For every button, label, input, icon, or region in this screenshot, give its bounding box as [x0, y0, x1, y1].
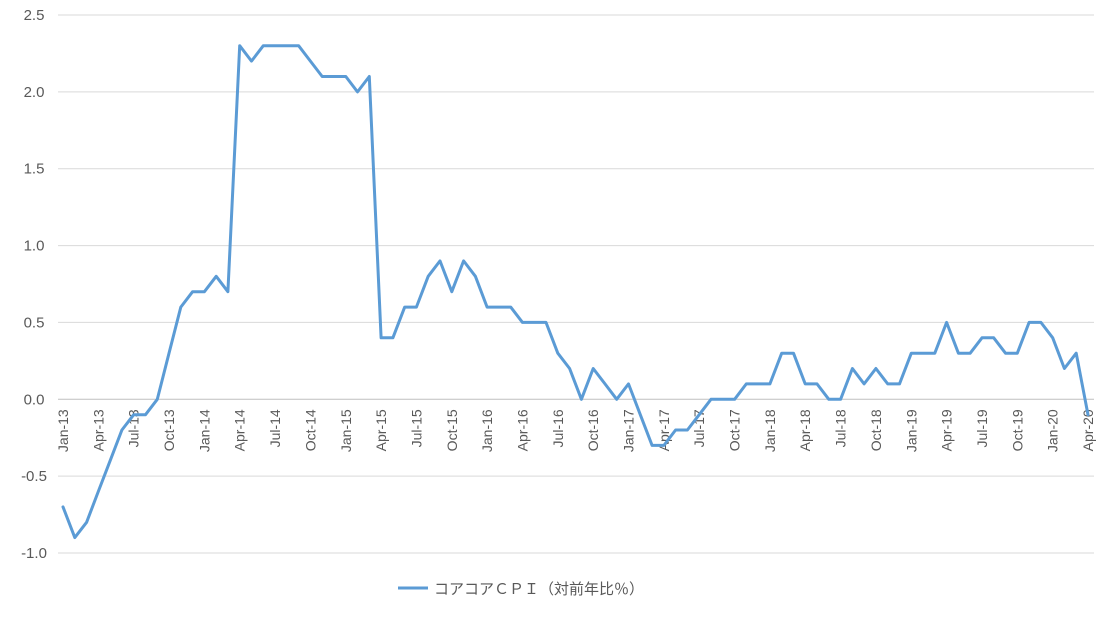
x-tick-label: Apr-18 [797, 409, 813, 451]
y-tick-label: -0.5 [21, 468, 47, 485]
x-tick-label: Apr-16 [514, 409, 530, 451]
y-tick-label: 0.0 [24, 391, 45, 408]
gridlines [58, 14, 1094, 554]
x-tick-label: Apr-14 [232, 409, 248, 451]
x-tick-label: Oct-13 [161, 409, 177, 451]
x-tick-label: Jul-16 [550, 409, 566, 447]
y-tick-label: 2.0 [24, 84, 45, 101]
x-tick-label: Jul-18 [833, 409, 849, 447]
x-tick-label: Jan-13 [55, 409, 71, 452]
x-tick-label: Jan-16 [479, 409, 495, 452]
series-line [61, 44, 1090, 540]
y-tick-label: 1.0 [24, 238, 45, 255]
x-tick-label: Oct-18 [868, 409, 884, 451]
x-tick-label: Jan-20 [1045, 409, 1061, 452]
x-tick-label: Apr-15 [373, 409, 389, 451]
y-tick-label: -1.0 [21, 545, 47, 562]
legend: コアコアＣＰＩ（対前年比％） [398, 580, 644, 598]
y-tick-label: 0.5 [24, 314, 45, 331]
x-tick-label: Jan-17 [621, 409, 637, 452]
x-tick-label: Apr-20 [1080, 409, 1096, 451]
x-tick-label: Jan-15 [338, 409, 354, 452]
x-tick-label: Oct-16 [585, 409, 601, 451]
y-axis: 2.5 2.0 1.5 1.0 0.5 0.0 -0.5 -1.0 [21, 7, 47, 562]
x-tick-label: Apr-19 [939, 409, 955, 451]
x-tick-label: Oct-15 [444, 409, 460, 451]
x-tick-label: Jan-18 [762, 409, 778, 452]
x-tick-label: Jul-14 [267, 409, 283, 447]
y-tick-label: 1.5 [24, 161, 45, 178]
x-tick-label: Jul-15 [408, 409, 424, 447]
series-group [61, 44, 1090, 540]
x-tick-label: Jan-14 [196, 409, 212, 452]
x-tick-label: Jan-19 [903, 409, 919, 452]
y-tick-label: 2.5 [24, 7, 45, 24]
x-tick-label: Apr-13 [90, 409, 106, 451]
legend-label: コアコアＣＰＩ（対前年比％） [434, 580, 644, 598]
x-tick-label: Oct-19 [1009, 409, 1025, 451]
x-tick-label: Oct-17 [727, 409, 743, 451]
x-tick-label: Jul-19 [974, 409, 990, 447]
x-axis: Jan-13 Apr-13 Jul-13 Oct-13 Jan-14 Apr-14 Jul-… [55, 409, 1096, 452]
x-tick-label: Oct-14 [302, 409, 318, 451]
